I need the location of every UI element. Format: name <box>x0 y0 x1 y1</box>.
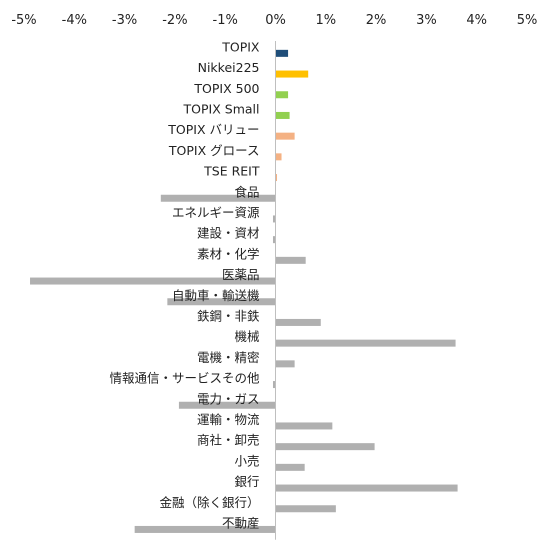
bar <box>178 401 276 409</box>
category-label: 食品 <box>234 184 259 199</box>
category-label: TOPIX 500 <box>193 81 259 96</box>
bars-layer <box>30 49 458 533</box>
bar <box>275 484 458 492</box>
bar <box>275 463 305 471</box>
category-label: 医薬品 <box>222 267 260 282</box>
bar <box>275 111 290 119</box>
x-tick-label: -3% <box>112 13 137 28</box>
category-label: 運輸・物流 <box>197 412 260 427</box>
bar <box>275 132 295 140</box>
x-tick-label: -1% <box>213 13 238 28</box>
bar <box>272 381 276 389</box>
x-tick-label: -4% <box>62 13 87 28</box>
category-label: TOPIX バリュー <box>167 122 259 137</box>
category-label: 鉄鋼・非鉄 <box>197 308 260 323</box>
category-label: TSE REIT <box>203 164 260 179</box>
category-label: 電力・ガス <box>197 391 260 406</box>
bar <box>275 422 333 430</box>
bar <box>275 505 336 513</box>
bar <box>275 49 289 57</box>
category-label: 情報通信・サービスその他 <box>109 371 260 386</box>
x-tick-label: -2% <box>162 13 187 28</box>
category-label: 商社・卸売 <box>197 433 260 448</box>
bar <box>275 256 306 264</box>
x-tick-label: -5% <box>11 13 36 28</box>
bar <box>272 236 276 244</box>
bar <box>275 91 289 99</box>
x-tick-label: 1% <box>315 13 336 28</box>
bar <box>275 339 456 347</box>
category-label: 機械 <box>234 329 260 344</box>
bar <box>134 525 276 533</box>
category-label: 小売 <box>234 453 259 468</box>
category-label: TOPIX グロース <box>168 143 260 158</box>
bar <box>275 70 309 78</box>
bar <box>30 277 276 285</box>
category-label: 電機・精密 <box>197 350 260 365</box>
x-tick-label: 0% <box>265 13 286 28</box>
category-label: 自動車・輸送機 <box>172 288 260 303</box>
bar <box>275 174 278 182</box>
category-label: TOPIX Small <box>183 101 260 116</box>
category-label: 不動産 <box>222 515 260 530</box>
x-tick-label: 4% <box>466 13 487 28</box>
x-tick-label: 2% <box>366 13 387 28</box>
category-label: エネルギー資源 <box>172 205 260 220</box>
x-tick-label: 3% <box>416 13 437 28</box>
x-tick-label: 5% <box>517 13 538 28</box>
category-labels: TOPIX Nikkei225 TOPIX 500 TOPIX Small TOPIX … <box>109 39 260 530</box>
category-label: Nikkei225 <box>198 60 260 75</box>
category-label: TOPIX <box>221 39 260 54</box>
x-tick-labels: -5% -4% -3% -2% -1% 0% 1% 2% 3% 4% 5% <box>11 13 537 28</box>
bar <box>272 215 276 223</box>
category-label: 銀行 <box>234 474 259 489</box>
category-label: 建設・資材 <box>197 226 260 241</box>
category-label: 金融（除く銀行） <box>159 495 259 510</box>
bar <box>160 194 276 202</box>
bar <box>275 318 321 326</box>
bar <box>275 443 375 451</box>
bar <box>167 298 276 306</box>
bar <box>275 153 282 161</box>
bar <box>275 360 295 368</box>
category-label: 素材・化学 <box>197 246 260 261</box>
